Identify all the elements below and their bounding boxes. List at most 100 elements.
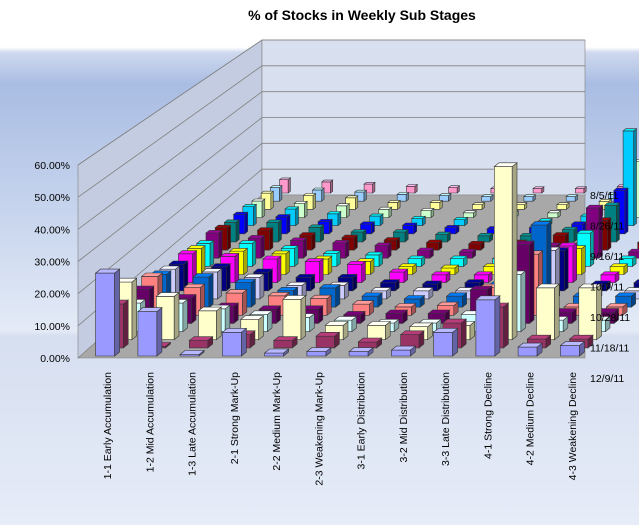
bar-top <box>155 292 180 297</box>
bar-top <box>342 311 366 316</box>
bar-side <box>261 198 266 219</box>
bar-top <box>438 193 452 196</box>
x-tick-label: 4-1 Strong Decline <box>482 372 494 459</box>
bar-top <box>295 274 316 278</box>
bar <box>475 299 496 357</box>
bar <box>95 272 115 357</box>
bar-top <box>221 327 248 333</box>
bar-top <box>219 253 240 257</box>
bar-top <box>390 345 417 351</box>
bar-side <box>131 277 137 341</box>
bar-side <box>494 295 501 357</box>
bar-top <box>570 221 587 225</box>
bar <box>477 235 490 243</box>
bar-top <box>480 194 494 197</box>
chart-title: % of Stocks in Weekly Sub Stages <box>248 7 476 23</box>
bar-top <box>94 268 121 274</box>
depth-tick-label: 9/16/11 <box>590 251 624 263</box>
bar-side <box>624 187 629 235</box>
bar-top <box>469 285 493 291</box>
bar-side <box>173 291 180 341</box>
bar-top <box>427 309 451 314</box>
x-tick-label: 4-2 Medium Decline <box>525 372 537 466</box>
bar-top <box>344 195 359 199</box>
bar <box>348 351 369 357</box>
bar-top <box>159 265 181 270</box>
bar-side <box>312 192 316 210</box>
bar-top <box>605 303 628 308</box>
bar-top <box>321 179 334 183</box>
bar-side <box>241 327 247 357</box>
bar-top <box>464 279 485 284</box>
bar <box>517 346 538 357</box>
bar-top <box>243 273 265 278</box>
bar-top <box>370 287 392 292</box>
bar-top <box>421 280 443 285</box>
bar-top <box>267 292 290 297</box>
bar-side <box>286 213 291 235</box>
bar-top <box>280 245 299 249</box>
bar-top <box>412 287 434 292</box>
bar-top <box>205 230 223 234</box>
bar-side <box>563 247 569 292</box>
bar-top <box>238 240 257 244</box>
x-tick-label: 2-1 Strong Mark-Up <box>229 372 241 464</box>
gridline <box>77 39 585 166</box>
gridline <box>77 117 585 262</box>
bar-top <box>225 289 248 294</box>
bar-top <box>598 199 613 202</box>
bar-top <box>517 342 543 348</box>
bar-top <box>168 260 189 265</box>
x-tick-label: 2-2 Medium Mark-Up <box>271 372 283 471</box>
y-tick-label: 50.00% <box>34 192 70 204</box>
bar-top <box>352 300 375 305</box>
y-tick-label: 0.00% <box>40 353 70 365</box>
bar-top <box>403 295 426 300</box>
bar-side <box>234 252 239 284</box>
bar <box>273 340 293 349</box>
bar-top <box>192 273 214 278</box>
bar-side <box>276 255 282 284</box>
bar <box>481 196 492 202</box>
bar-top <box>440 264 460 269</box>
bar-side <box>209 239 214 268</box>
bar <box>222 331 242 357</box>
bar-top <box>388 268 409 273</box>
bar-side <box>503 302 509 349</box>
bar-top <box>613 187 629 191</box>
bar-side <box>252 239 257 268</box>
bar-top <box>603 202 621 206</box>
bar-top <box>308 224 325 228</box>
bar-top <box>623 287 639 292</box>
bar-top <box>137 307 163 312</box>
bar-top <box>260 190 275 194</box>
bar-top <box>556 202 570 205</box>
bar-top <box>559 341 586 346</box>
bar-top <box>232 211 249 215</box>
bar-side <box>216 306 222 341</box>
bar-top <box>346 260 367 265</box>
bar <box>367 324 386 341</box>
bar-top <box>188 336 214 341</box>
bar-side <box>244 211 248 235</box>
bar-top <box>577 283 603 289</box>
bar-top <box>425 239 443 243</box>
bar-top <box>361 292 383 297</box>
bar-top <box>532 186 545 189</box>
bar-side <box>182 298 188 333</box>
bar-top <box>282 295 307 300</box>
bar-top <box>477 233 494 237</box>
bar-top <box>401 222 418 226</box>
bar-side <box>243 247 248 276</box>
bar-top <box>364 251 384 256</box>
depth-tick-label: 11/18/11 <box>590 343 629 355</box>
bar-top <box>333 316 358 321</box>
bar-top <box>186 245 206 249</box>
bar-top <box>377 206 393 210</box>
bar-top <box>359 221 376 225</box>
bar-side <box>335 283 341 308</box>
bar-top <box>337 274 358 278</box>
bar <box>547 212 559 218</box>
bar <box>406 186 416 194</box>
bar-top <box>256 227 274 231</box>
